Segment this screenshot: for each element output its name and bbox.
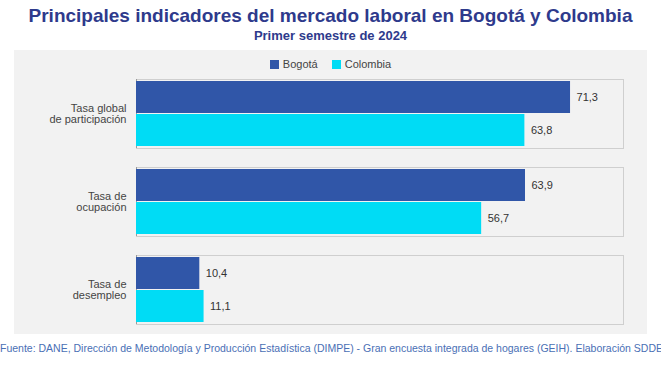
- svg-text:Tasa dedesempleo: Tasa dedesempleo: [73, 278, 127, 301]
- svg-text:Tasa deocupación: Tasa deocupación: [76, 190, 126, 213]
- html-text:Bogotá: Bogotá: [282, 58, 318, 70]
- html-text:Colombia: Colombia: [344, 58, 392, 70]
- svg-text:10,4: 10,4: [206, 267, 227, 279]
- html-text:Principales indicadores del me: Principales indicadores del mercado labo…: [28, 5, 633, 26]
- svg-text:63,9: 63,9: [531, 179, 552, 191]
- svg-text:63,8: 63,8: [531, 124, 552, 136]
- svg-text:56,7: 56,7: [488, 212, 509, 224]
- html-text:Primer semestre de 2024: Primer semestre de 2024: [253, 28, 408, 43]
- svg-text:11,1: 11,1: [210, 300, 231, 312]
- svg-text:Tasa globalde participación: Tasa globalde participación: [49, 102, 126, 125]
- svg-text:71,3: 71,3: [577, 91, 598, 103]
